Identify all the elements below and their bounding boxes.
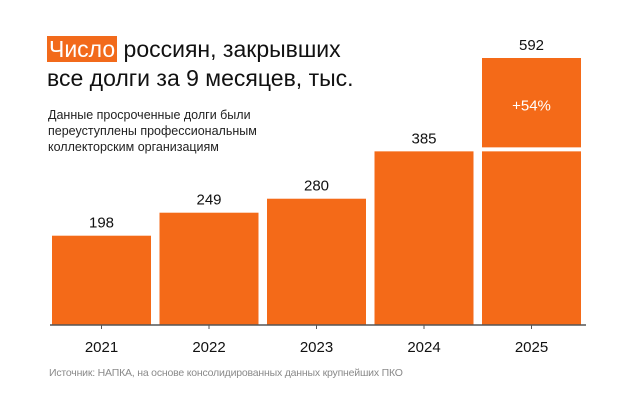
x-tick-label-2025: 2025 (515, 339, 548, 356)
value-label-2021: 198 (89, 215, 114, 232)
chart-subtitle: Данные просроченные долги были переуступ… (48, 108, 257, 154)
chart-title: Число россиян, закрывших все долги за 9 м… (47, 35, 354, 93)
x-tick-label-2021: 2021 (85, 339, 118, 356)
source-note: Источник: НАПКА, на основе консолидирова… (49, 367, 403, 379)
x-tick-label-2024: 2024 (407, 339, 440, 356)
bar-2025-increase (482, 58, 581, 148)
title-line1: россиян, закрывших (117, 36, 341, 62)
title-line2: все долги за 9 месяцев, тыс. (47, 65, 354, 91)
value-label-2024: 385 (411, 130, 436, 147)
value-label-2025: 592 (519, 37, 544, 54)
bar-2022 (159, 212, 259, 325)
title-highlight: Число (47, 36, 118, 62)
x-tick-label-2022: 2022 (192, 339, 225, 356)
bar-2021 (52, 235, 151, 325)
x-tick-label-2023: 2023 (300, 339, 333, 356)
value-label-2022: 249 (196, 192, 221, 209)
bar-2025-base (482, 151, 581, 325)
growth-annotation: +54% (512, 98, 551, 115)
bar-2023 (267, 198, 366, 325)
bar-2024 (374, 151, 474, 325)
value-label-2023: 280 (304, 178, 329, 195)
